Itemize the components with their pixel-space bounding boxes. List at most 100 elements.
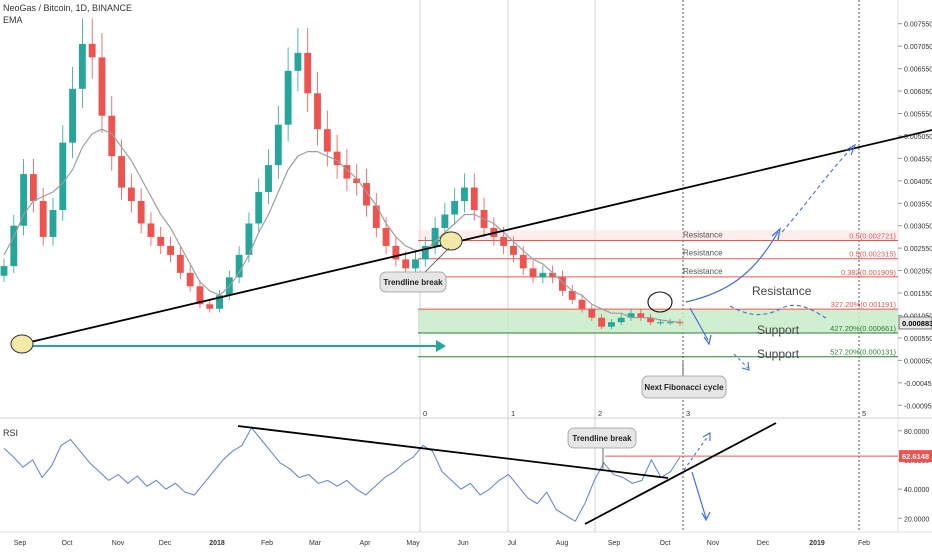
rsi-value-label: 62.6148 bbox=[902, 452, 929, 461]
origin-circle bbox=[10, 334, 34, 354]
candle-body bbox=[568, 290, 576, 300]
fib-cycle-number: 5 bbox=[862, 409, 866, 418]
grid-layer: 0 1 2 3 5 bbox=[419, 0, 866, 532]
candle-body bbox=[176, 254, 184, 273]
time-tick-label: Sep bbox=[608, 540, 621, 547]
fib-cycle-number: 0 bbox=[423, 409, 427, 418]
candle-body bbox=[206, 304, 214, 309]
candle-body bbox=[549, 272, 557, 278]
fib-level-label: 0.5(0.002315) bbox=[849, 250, 896, 259]
zones-layer: 0.5(0.002721) Resistance 0.5(0.002315) Resi… bbox=[418, 230, 898, 358]
projection-down-head bbox=[703, 334, 712, 346]
time-tick-label: Aug bbox=[556, 540, 569, 547]
rsi-legend: RSI bbox=[3, 428, 19, 438]
rsi-line bbox=[3, 426, 681, 522]
candle-body bbox=[294, 52, 302, 71]
candle-body bbox=[519, 254, 527, 269]
time-tick-label: Mar bbox=[309, 540, 322, 547]
time-tick-label: Dec bbox=[757, 540, 770, 547]
price-tick-label: 0.007050 bbox=[904, 44, 932, 51]
drawing-layer bbox=[10, 129, 932, 371]
callout-text: Trendline break bbox=[383, 278, 443, 287]
projection-up-head bbox=[771, 227, 781, 241]
candle-body bbox=[372, 205, 380, 228]
current-price-tag bbox=[898, 316, 932, 330]
price-trendline bbox=[21, 129, 932, 345]
candle-body bbox=[10, 225, 18, 267]
resistance-band bbox=[418, 230, 898, 241]
candle-body bbox=[559, 277, 566, 291]
rsi-projection-up bbox=[683, 435, 709, 471]
candle-body bbox=[617, 317, 625, 323]
projection-extended bbox=[781, 147, 853, 233]
candle-body bbox=[127, 187, 135, 202]
price-tick-label: 0.002050 bbox=[904, 269, 932, 276]
candle-body bbox=[451, 201, 459, 215]
support-label-1: Support bbox=[757, 323, 800, 337]
candle-body bbox=[500, 236, 508, 246]
candle-body bbox=[588, 308, 596, 318]
candle-body bbox=[441, 214, 449, 228]
candle-body bbox=[470, 187, 478, 210]
current-price-label: 0.000883 bbox=[902, 319, 932, 328]
candle-body bbox=[265, 165, 272, 193]
projection-down-2 bbox=[733, 353, 749, 369]
ema-layer bbox=[3, 128, 681, 323]
price-tick-label: 0.000050 bbox=[904, 358, 932, 365]
candle-body bbox=[78, 43, 86, 89]
rsi-tick-label: 80.0000 bbox=[904, 429, 929, 436]
time-tick-label: May bbox=[406, 540, 420, 547]
candle-body bbox=[216, 295, 223, 309]
price-tick-label: 0.001550 bbox=[904, 291, 932, 298]
candle-body bbox=[402, 259, 410, 269]
time-axis: Sep Oct Nov Dec 2018 Feb Mar Apr May Jun Jul Aug Sep… bbox=[14, 540, 870, 547]
rsi-projection-down-head bbox=[701, 511, 711, 522]
candle-body bbox=[108, 115, 116, 157]
resistance-label: Resistance bbox=[752, 284, 812, 298]
price-tick-label: 0.006550 bbox=[904, 67, 932, 74]
projection-down bbox=[689, 307, 709, 341]
candle-body bbox=[431, 227, 439, 246]
callout-box bbox=[641, 375, 727, 399]
candle-body bbox=[578, 299, 586, 309]
support-arrow-head bbox=[436, 340, 446, 352]
candle-body bbox=[137, 201, 145, 224]
candle-body bbox=[314, 93, 321, 130]
price-tick-label: 0.007550 bbox=[904, 22, 932, 29]
chart-title: NeoGas / Bitcoin, 1D, BINANCE bbox=[3, 3, 133, 13]
price-tick-label: 0.003050 bbox=[904, 224, 932, 231]
candle-body bbox=[20, 174, 28, 226]
price-tick-label: 0.005550 bbox=[904, 111, 932, 118]
fib-annotation: Resistance bbox=[683, 249, 723, 258]
price-tick-label: 0.000550 bbox=[904, 336, 932, 343]
candle-body bbox=[274, 124, 282, 166]
candle-body bbox=[49, 210, 57, 237]
callout-box bbox=[379, 271, 447, 293]
candle-body bbox=[167, 245, 174, 255]
fib-cycle-number: 1 bbox=[511, 409, 515, 418]
rsi-projection-down bbox=[691, 471, 707, 519]
fib-annotation: Resistance bbox=[683, 230, 723, 239]
rsi-down-trendline bbox=[237, 425, 669, 479]
price-tick-label: 0.004050 bbox=[904, 179, 932, 186]
projection-up bbox=[685, 231, 779, 303]
fib-cycle-number: 3 bbox=[686, 409, 690, 418]
candle-body bbox=[98, 57, 106, 116]
fib-level-label: 327.20%(0.001191) bbox=[831, 300, 897, 309]
candle-body bbox=[29, 174, 37, 202]
candle-body bbox=[461, 187, 468, 202]
candle-body bbox=[255, 192, 263, 224]
fib-level-label: 0.5(0.002721) bbox=[849, 231, 896, 240]
fib-annotation: Resistance bbox=[683, 267, 723, 276]
time-tick-label: Oct bbox=[660, 540, 671, 547]
projection-range bbox=[729, 304, 827, 319]
candle-body bbox=[88, 43, 96, 58]
candle-body bbox=[304, 52, 312, 94]
support-label-2: Support bbox=[757, 347, 800, 361]
ema-line bbox=[3, 128, 681, 323]
callout-text: Trendline break bbox=[572, 434, 632, 443]
candle-body bbox=[196, 286, 204, 305]
